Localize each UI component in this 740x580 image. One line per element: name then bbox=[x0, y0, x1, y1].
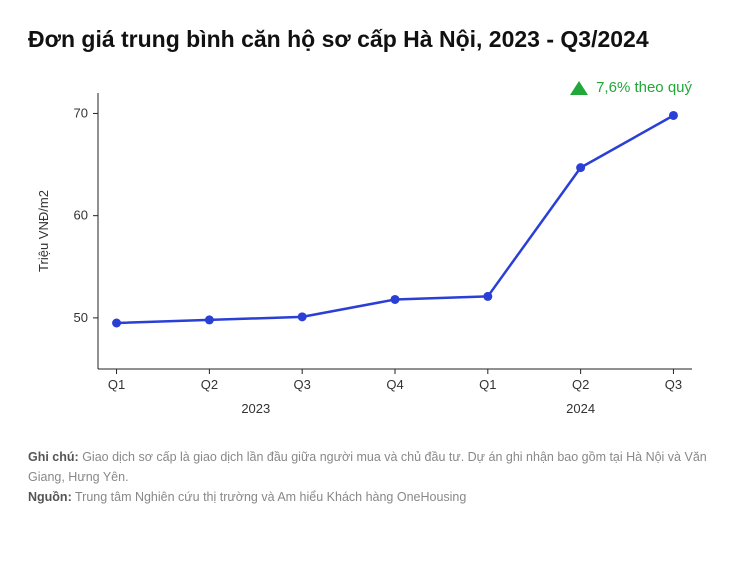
chart-title: Đơn giá trung bình căn hộ sơ cấp Hà Nội,… bbox=[28, 24, 712, 55]
svg-text:Q2: Q2 bbox=[572, 377, 589, 392]
source-label: Nguồn: bbox=[28, 490, 72, 504]
triangle-up-icon bbox=[570, 81, 588, 95]
footer-note: Ghi chú: Giao dịch sơ cấp là giao dịch l… bbox=[28, 447, 712, 487]
svg-text:2023: 2023 bbox=[241, 401, 270, 416]
svg-text:Q2: Q2 bbox=[201, 377, 218, 392]
line-chart: 50 60 70 Triệu VNĐ/m2 Q1 Q2 Q3 Q4 Q1 Q2 Q3 2023 2024 bbox=[28, 73, 712, 433]
chart-footer: Ghi chú: Giao dịch sơ cấp là giao dịch l… bbox=[28, 447, 712, 507]
svg-text:Q3: Q3 bbox=[294, 377, 311, 392]
growth-text: 7,6% theo quý bbox=[596, 79, 692, 96]
note-label: Ghi chú: bbox=[28, 450, 79, 464]
svg-text:Q3: Q3 bbox=[665, 377, 682, 392]
chart-card: Đơn giá trung bình căn hộ sơ cấp Hà Nội,… bbox=[0, 0, 740, 580]
growth-badge: 7,6% theo quý bbox=[570, 79, 692, 96]
footer-source: Nguồn: Trung tâm Nghiên cứu thị trường v… bbox=[28, 487, 712, 507]
svg-text:Q1: Q1 bbox=[479, 377, 496, 392]
svg-text:Q4: Q4 bbox=[386, 377, 403, 392]
svg-text:Q1: Q1 bbox=[108, 377, 125, 392]
source-text: Trung tâm Nghiên cứu thị trường và Am hi… bbox=[75, 490, 466, 504]
svg-text:50: 50 bbox=[74, 310, 88, 325]
note-text: Giao dịch sơ cấp là giao dịch lần đầu gi… bbox=[28, 450, 707, 484]
svg-text:Triệu VNĐ/m2: Triệu VNĐ/m2 bbox=[36, 190, 51, 272]
svg-text:70: 70 bbox=[74, 105, 88, 120]
chart-area: 7,6% theo quý 50 60 70 Triệu VNĐ/m2 Q1 Q2 Q3 Q4… bbox=[28, 73, 712, 433]
svg-text:2024: 2024 bbox=[566, 401, 595, 416]
svg-text:60: 60 bbox=[74, 208, 88, 223]
